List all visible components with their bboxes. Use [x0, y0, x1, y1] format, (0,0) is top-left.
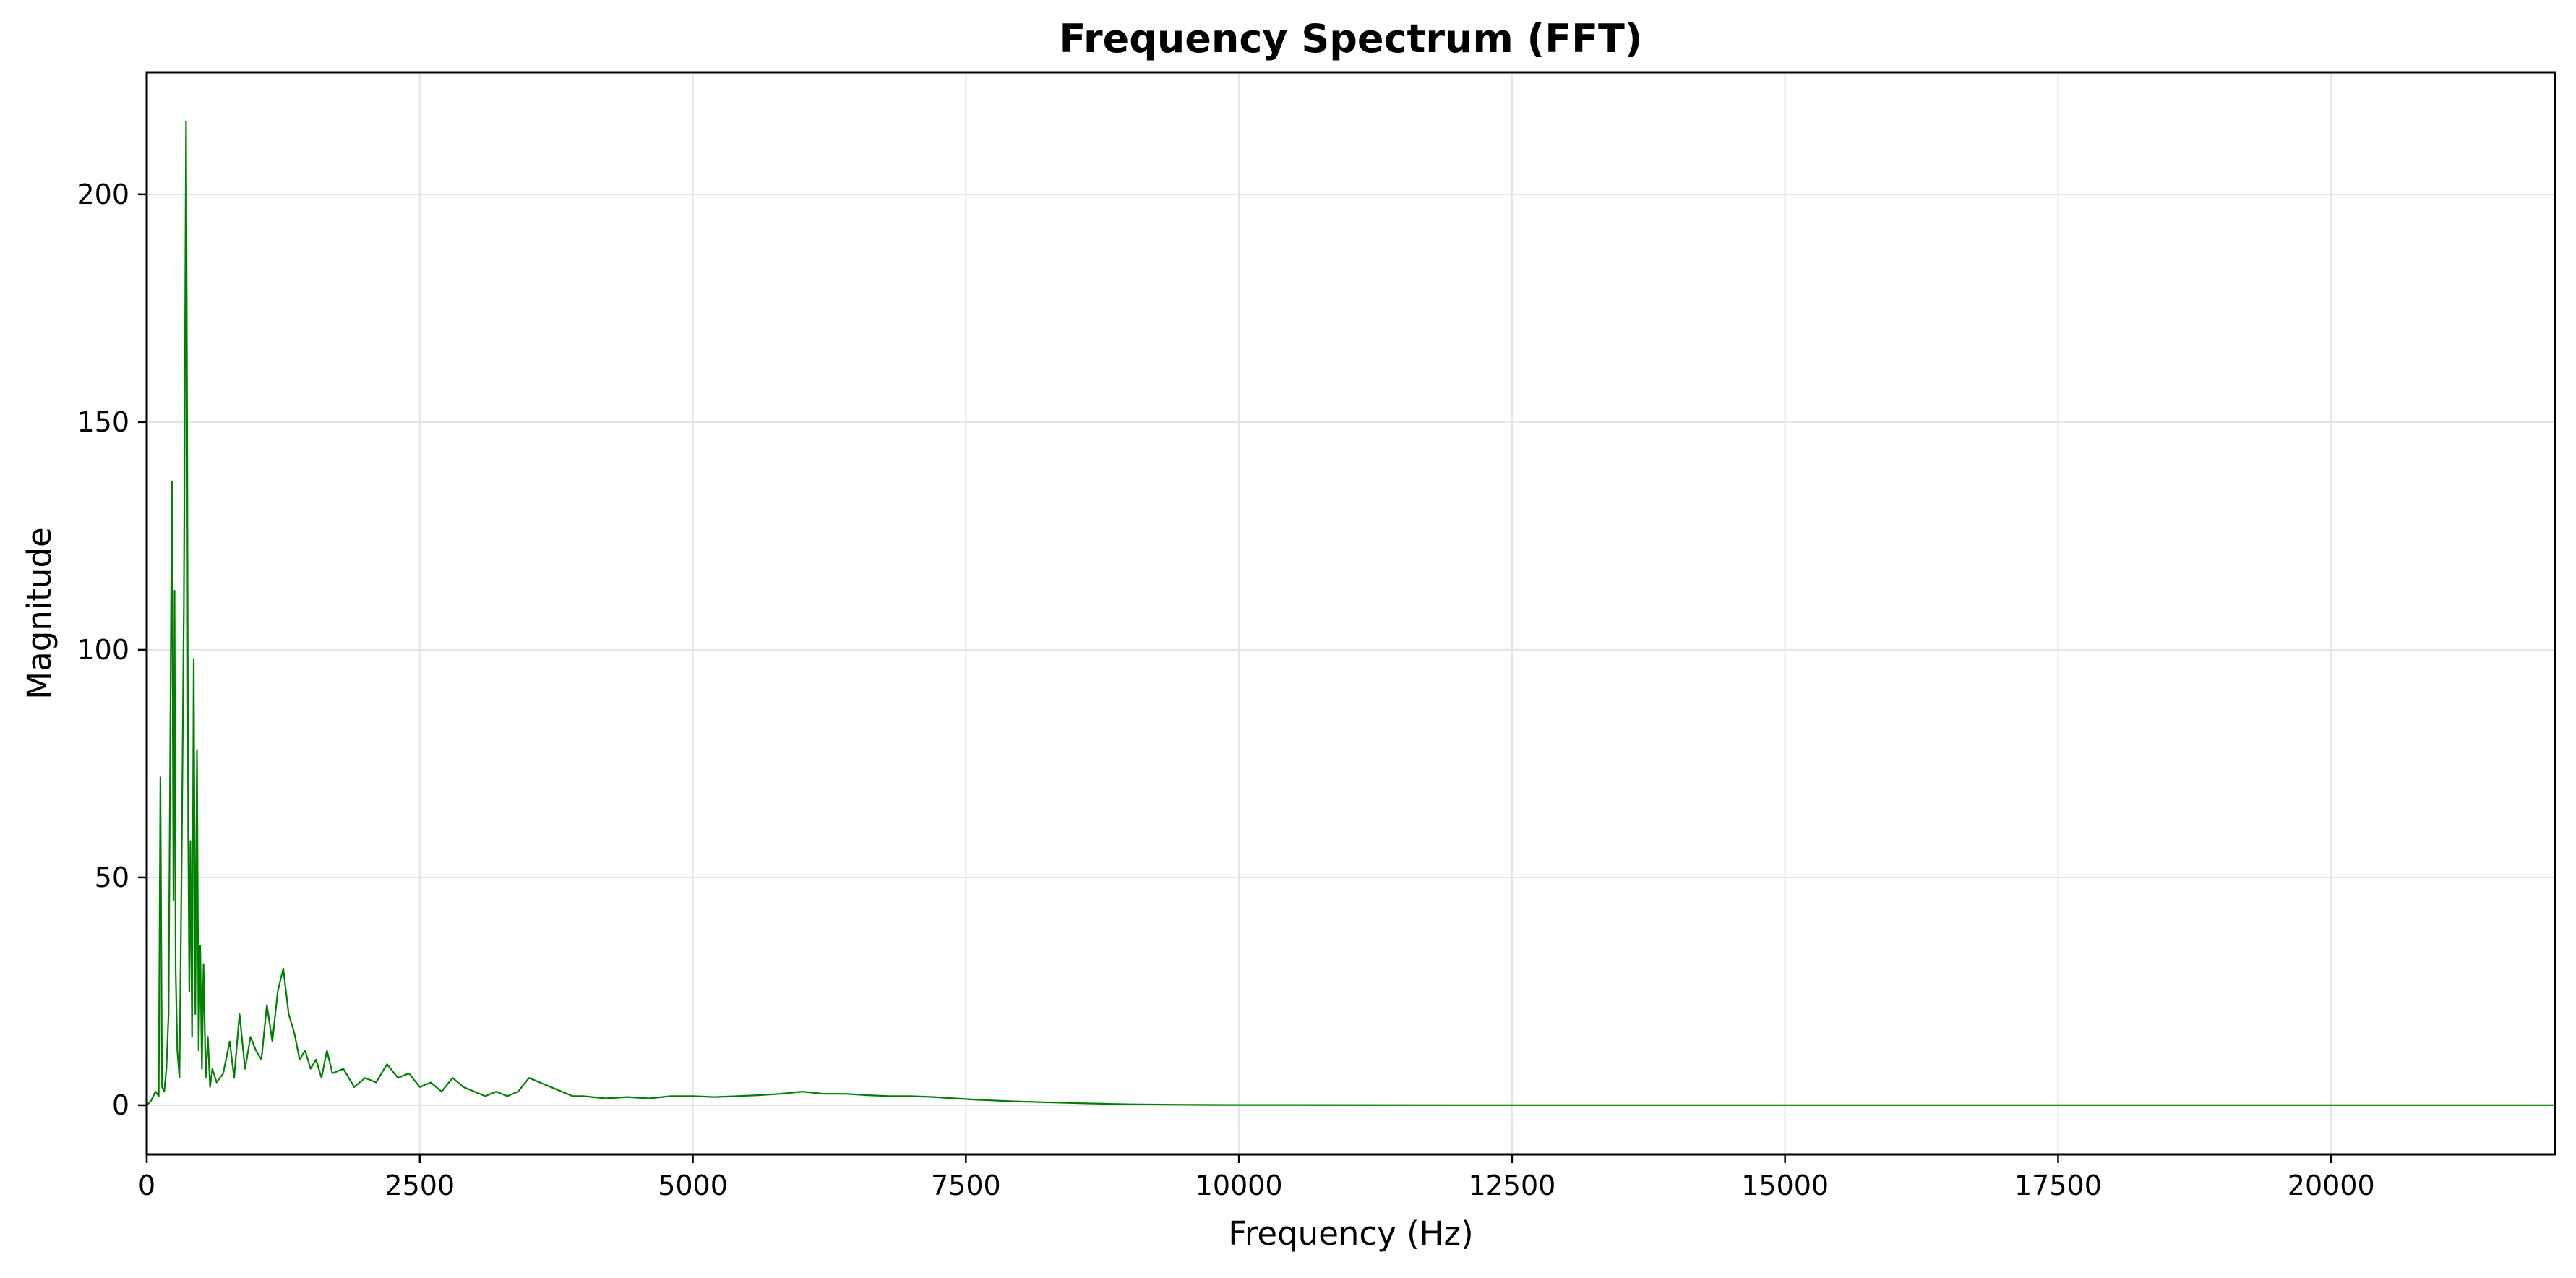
x-tick-label: 7500	[931, 1170, 1001, 1201]
x-axis-label: Frequency (Hz)	[1228, 1214, 1473, 1253]
y-axis-label: Magnitude	[20, 527, 59, 699]
x-tick-label: 20000	[2288, 1170, 2375, 1201]
ticks: 0 2500 5000 7500 10000 12500 15000 17500 20000 0 5…	[77, 179, 2374, 1201]
grid	[146, 72, 2555, 1154]
chart-title: Frequency Spectrum (FFT)	[1060, 16, 1643, 61]
y-tick-label: 200	[77, 179, 129, 210]
plot-frame	[145, 71, 2556, 1156]
x-tick-label: 17500	[2014, 1170, 2102, 1201]
x-tick-label: 10000	[1195, 1170, 1283, 1201]
y-tick-label: 0	[112, 1089, 129, 1121]
x-tick-label: 0	[138, 1170, 155, 1201]
spectrum-line	[146, 120, 2555, 1106]
x-tick-label: 2500	[385, 1170, 455, 1201]
x-tick-label: 12500	[1468, 1170, 1555, 1201]
plot-area	[146, 120, 2555, 1106]
y-tick-label: 150	[77, 406, 129, 438]
x-tick-label: 5000	[658, 1170, 728, 1201]
y-tick-label: 100	[77, 634, 129, 666]
y-tick-label: 50	[95, 862, 129, 893]
x-tick-label: 15000	[1741, 1170, 1829, 1201]
